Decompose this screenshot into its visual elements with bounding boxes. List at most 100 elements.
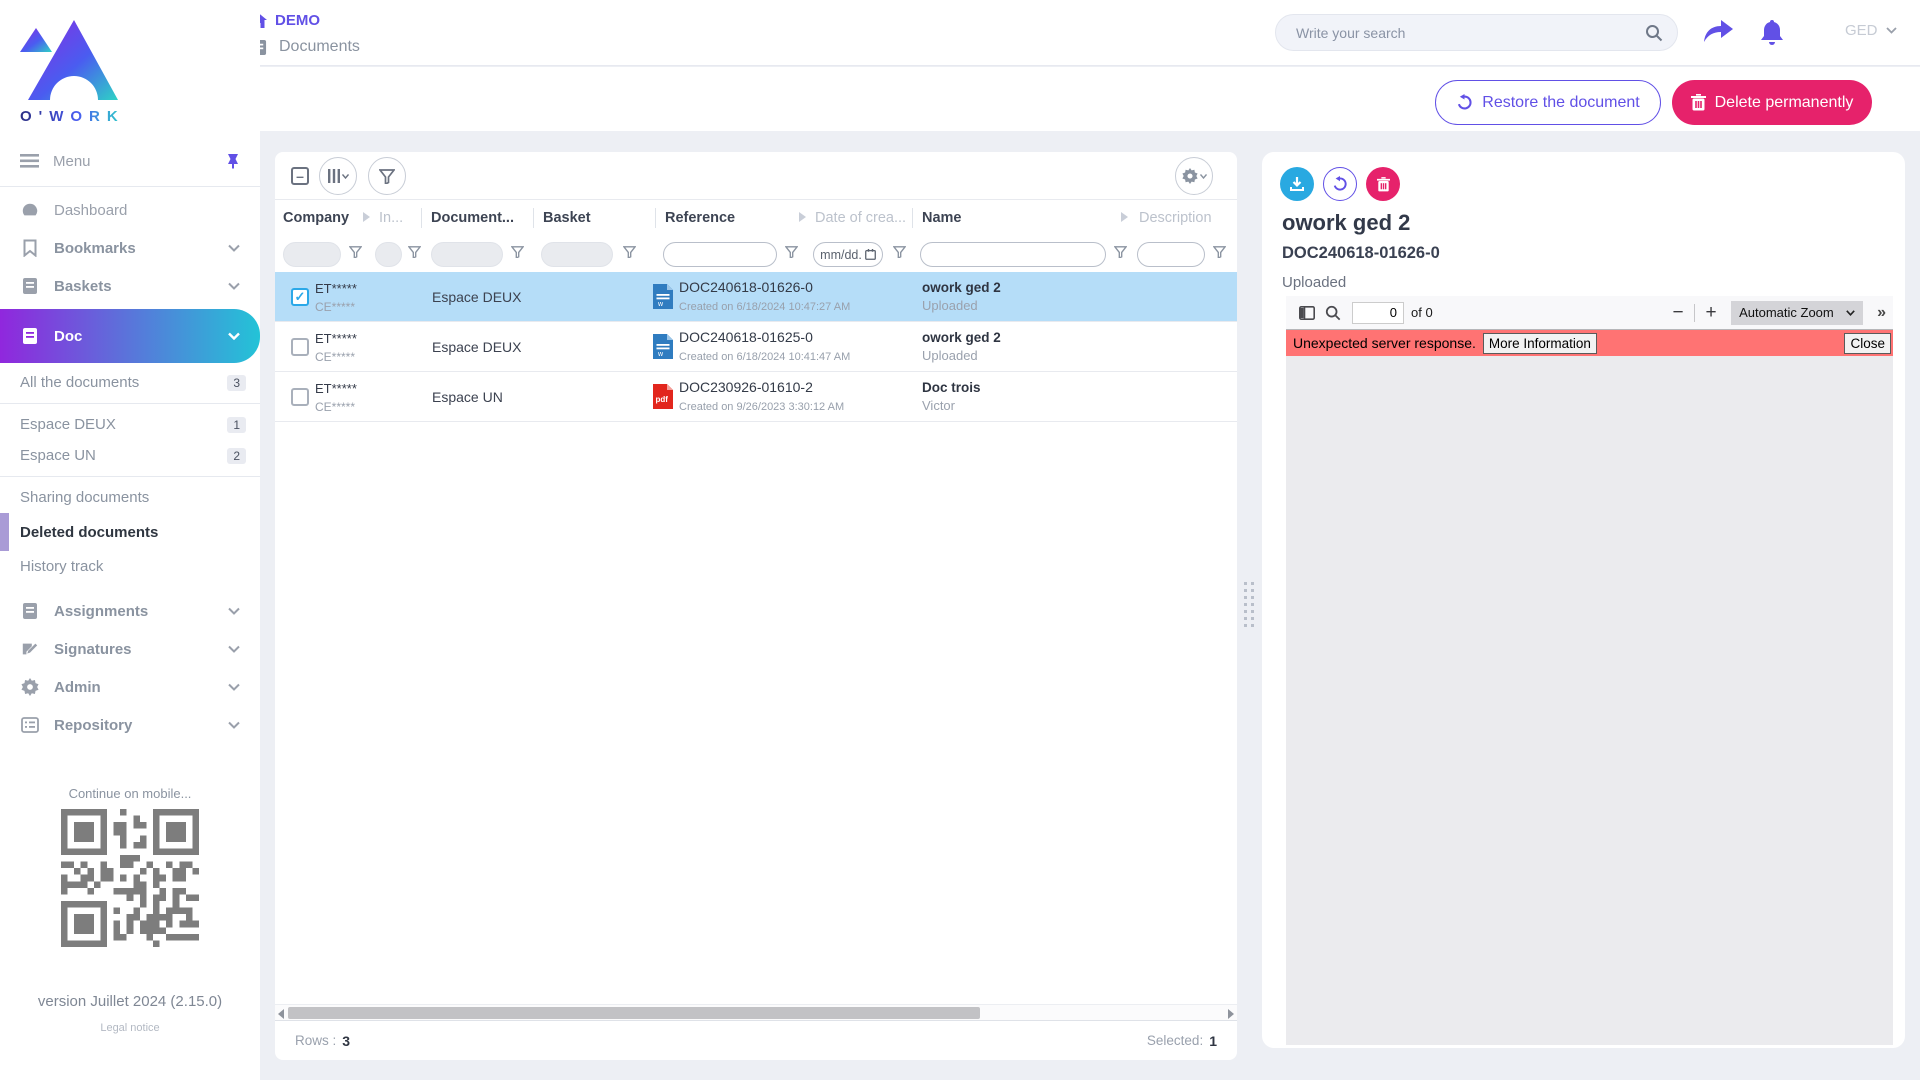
close-error-button[interactable]: Close: [1844, 332, 1891, 354]
user-label: GED: [1845, 22, 1878, 39]
sidebar-item-repository[interactable]: Repository: [0, 706, 260, 744]
zoom-out-button[interactable]: −: [1672, 302, 1684, 323]
notifications-bell-icon[interactable]: [1758, 18, 1788, 48]
search-icon[interactable]: [1645, 24, 1663, 42]
filter-input-description[interactable]: [1137, 242, 1205, 267]
filter-input-name[interactable]: [920, 242, 1106, 267]
sidebar-item-sharing-documents[interactable]: Sharing documents: [0, 482, 260, 513]
filter-input-basket[interactable]: [541, 242, 613, 267]
submenu-label: Deleted documents: [20, 523, 159, 541]
delete-permanently-button[interactable]: Delete permanently: [1672, 80, 1872, 125]
gear-icon: [1181, 168, 1198, 184]
user-menu[interactable]: GED: [1845, 22, 1897, 39]
expand-arrow-icon[interactable]: [799, 212, 806, 222]
page-number-input[interactable]: [1352, 301, 1404, 324]
sidebar-item-baskets[interactable]: Baskets: [0, 267, 260, 305]
sidebar-toggle-icon[interactable]: [1294, 300, 1320, 326]
filter-input-company[interactable]: [283, 242, 341, 267]
filter-input-indexing[interactable]: [375, 242, 402, 267]
search-input[interactable]: [1296, 24, 1645, 41]
menu-toggle[interactable]: Menu: [0, 140, 260, 182]
share-icon[interactable]: [1703, 18, 1733, 48]
find-icon[interactable]: [1320, 300, 1346, 326]
zoom-in-button[interactable]: +: [1705, 302, 1717, 323]
funnel-icon[interactable]: [1213, 246, 1226, 258]
sidebar-item-deleted-documents[interactable]: Deleted documents: [0, 513, 260, 551]
horizontal-scrollbar[interactable]: [275, 1004, 1237, 1021]
table-row[interactable]: ET***** CE***** Espace DEUX w DOC240618-0…: [275, 322, 1237, 372]
global-search: [1275, 14, 1678, 51]
row-checkbox[interactable]: [291, 388, 309, 406]
preview-document-title: owork ged 2: [1282, 210, 1411, 235]
pin-icon[interactable]: [226, 153, 240, 169]
column-header-name[interactable]: Name: [922, 210, 962, 226]
brand-name: O'WORK: [20, 108, 125, 125]
scrollbar-thumb[interactable]: [288, 1007, 980, 1019]
company-code: ET*****: [315, 281, 357, 296]
table-row[interactable]: ✓ ET***** CE***** Espace DEUX w DOC240618…: [275, 272, 1237, 322]
column-header-basket[interactable]: Basket: [543, 210, 591, 226]
sidebar-item-dashboard[interactable]: Dashboard: [0, 191, 260, 229]
column-header-document[interactable]: Document...: [431, 210, 514, 226]
filter-input-date[interactable]: mm/dd.: [813, 242, 883, 267]
column-header-description[interactable]: Description: [1139, 210, 1212, 226]
funnel-icon[interactable]: [408, 246, 421, 258]
mobile-hint: Continue on mobile...: [68, 786, 192, 801]
funnel-icon[interactable]: [785, 246, 798, 258]
funnel-icon[interactable]: [893, 246, 906, 258]
count-badge: 1: [227, 416, 246, 433]
filter-input-reference[interactable]: [663, 242, 777, 267]
filter-input-document[interactable]: [431, 242, 503, 267]
restore-document-button[interactable]: Restore the document: [1435, 80, 1661, 125]
toolbar-more-icon[interactable]: »: [1877, 303, 1886, 321]
chevron-down-icon: [228, 244, 240, 252]
company-code-2: CE*****: [315, 400, 356, 414]
select-all-checkbox[interactable]: –: [291, 167, 309, 185]
sidebar-item-label: Doc: [54, 327, 83, 345]
chevron-down-icon: [228, 282, 240, 290]
filter-button[interactable]: [368, 157, 406, 195]
column-header-company[interactable]: Company: [283, 210, 350, 226]
sidebar-item-espace-deux[interactable]: Espace DEUX 1: [0, 409, 260, 440]
panel-resize-handle[interactable]: [1244, 582, 1256, 627]
sidebar-item-bookmarks[interactable]: Bookmarks: [0, 229, 260, 267]
column-header-date[interactable]: Date of crea...: [815, 210, 907, 226]
sidebar-item-espace-un[interactable]: Espace UN 2: [0, 440, 260, 471]
expand-arrow-icon[interactable]: [363, 212, 370, 222]
zoom-level-select[interactable]: Automatic Zoom: [1731, 300, 1864, 325]
sidebar-item-history-track[interactable]: History track: [0, 551, 260, 582]
scroll-right-arrow[interactable]: [1228, 1009, 1234, 1019]
zoom-level-value: Automatic Zoom: [1739, 305, 1834, 320]
sidebar-item-label: Dashboard: [54, 201, 128, 219]
restore-button[interactable]: [1323, 167, 1357, 201]
document-name: owork ged 2: [922, 280, 1001, 295]
columns-icon: [327, 169, 340, 183]
sidebar-item-doc[interactable]: Doc: [0, 309, 260, 363]
legal-notice-link[interactable]: Legal notice: [100, 1022, 160, 1034]
funnel-icon[interactable]: [623, 246, 636, 258]
chevron-down-icon: [1846, 309, 1855, 316]
breadcrumb[interactable]: DEMO: [250, 12, 320, 29]
table-row[interactable]: ET***** CE***** Espace UN pdf DOC230926-0…: [275, 372, 1237, 422]
column-header-indexing[interactable]: In...: [379, 210, 404, 226]
more-information-button[interactable]: More Information: [1482, 332, 1597, 354]
sidebar-item-admin[interactable]: Admin: [0, 668, 260, 706]
column-header-reference[interactable]: Reference: [665, 210, 736, 226]
row-checkbox[interactable]: ✓: [291, 288, 309, 306]
funnel-icon[interactable]: [511, 246, 524, 258]
scroll-left-arrow[interactable]: [278, 1009, 284, 1019]
download-button[interactable]: [1280, 167, 1314, 201]
funnel-icon[interactable]: [349, 246, 362, 258]
table-settings-button[interactable]: [1175, 157, 1213, 195]
app-logo[interactable]: O'WORK: [0, 0, 260, 140]
funnel-icon[interactable]: [1114, 246, 1127, 258]
sidebar-item-assignments[interactable]: Assignments: [0, 592, 260, 630]
sidebar-item-signatures[interactable]: Signatures: [0, 630, 260, 668]
sidebar-item-all-documents[interactable]: All the documents 3: [0, 367, 260, 398]
columns-button[interactable]: [319, 157, 357, 195]
expand-arrow-icon[interactable]: [1121, 212, 1128, 222]
count-badge: 3: [227, 374, 246, 391]
svg-text:w: w: [657, 301, 664, 308]
delete-button[interactable]: [1366, 167, 1400, 201]
row-checkbox[interactable]: [291, 338, 309, 356]
